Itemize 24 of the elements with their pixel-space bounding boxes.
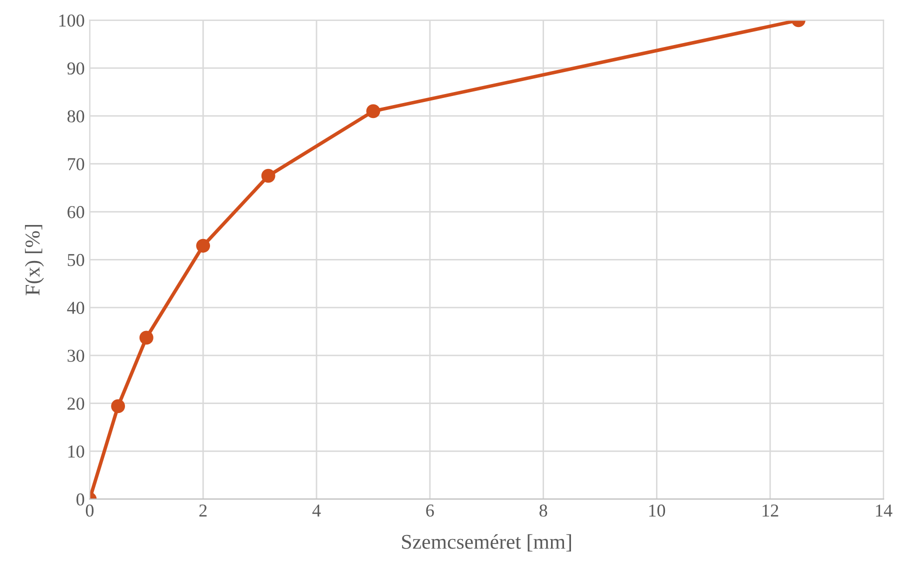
x-tick-label: 6 xyxy=(426,504,434,517)
y-tick-label: 30 xyxy=(68,350,84,362)
x-tick-label: 2 xyxy=(199,504,207,516)
y-tick-label: 100 xyxy=(59,14,84,27)
y-tick-label: 60 xyxy=(68,206,84,218)
y-tick-label: 20 xyxy=(68,398,84,410)
y-tick-label: 80 xyxy=(67,110,84,122)
x-tick-label: 14 xyxy=(876,504,892,516)
point xyxy=(196,238,210,253)
y-tick-label: 0 xyxy=(76,493,84,506)
x-tick-label: 4 xyxy=(312,504,321,516)
x-tick-label: 8 xyxy=(540,504,548,517)
y-axis-title: F(x) [%] xyxy=(24,225,44,296)
x-tick-label: 0 xyxy=(86,504,94,517)
x-axis-title: Szemcseméret [mm] xyxy=(402,534,571,552)
y-tick-label: 10 xyxy=(68,445,84,458)
y-tick-label: 90 xyxy=(67,62,84,75)
y-tick-label: 40 xyxy=(67,302,84,314)
point xyxy=(139,330,154,345)
y-tick-label: 70 xyxy=(68,158,84,170)
y-tick-label: 50 xyxy=(68,254,84,266)
x-tick-label: 10 xyxy=(649,504,666,517)
point xyxy=(261,168,276,183)
x-tick-label: 12 xyxy=(762,504,778,516)
